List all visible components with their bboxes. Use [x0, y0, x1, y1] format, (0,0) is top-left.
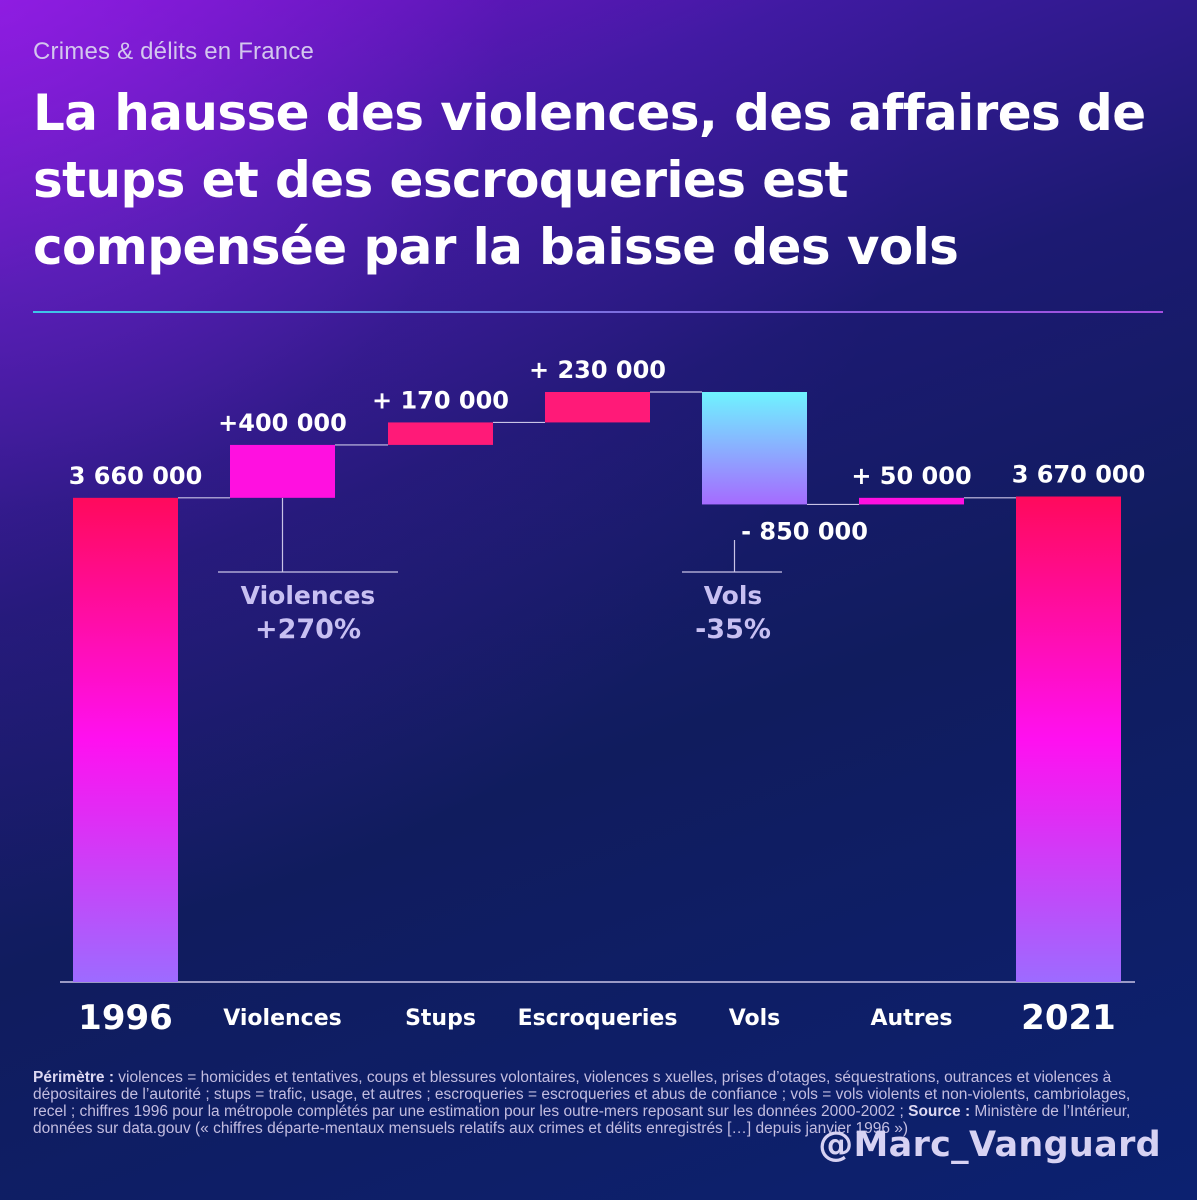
tick-label-2021: 2021: [1021, 998, 1116, 1038]
bar-stups: [388, 422, 493, 445]
tick-label-vols: Vols: [729, 1006, 781, 1031]
tick-label-escroqueries: Escroqueries: [518, 1006, 678, 1031]
value-label-violences: +400 000: [218, 409, 347, 437]
bar-2021: [1016, 496, 1121, 982]
bar-escroqueries: [545, 392, 650, 423]
bar-violences: [230, 444, 335, 498]
callout-change-vols: -35%: [695, 614, 771, 645]
callout-name-violences: Violences: [241, 581, 376, 610]
tick-label-stups: Stups: [405, 1006, 476, 1031]
tick-label-1996: 1996: [78, 998, 173, 1038]
footnote: Périmètre : violences = homicides et ten…: [33, 1069, 1168, 1137]
value-label-vols: - 850 000: [741, 517, 868, 545]
value-label-escroqueries: + 230 000: [529, 356, 666, 384]
chart-title: La hausse des violences, des affaires de…: [33, 84, 1146, 276]
footnote-perimetre-text: violences = homicides et tentatives, cou…: [33, 1069, 1131, 1120]
value-label-stups: + 170 000: [372, 386, 509, 414]
bar-autres: [859, 497, 964, 505]
callout-change-violences: +270%: [255, 614, 361, 645]
title-divider: [33, 311, 1163, 313]
tick-label-autres: Autres: [870, 1006, 952, 1031]
value-label-autres: + 50 000: [851, 462, 971, 490]
bar-1996: [73, 497, 178, 982]
value-label-2021: 3 670 000: [1012, 461, 1146, 489]
callout-name-vols: Vols: [704, 581, 763, 610]
footnote-perimetre-label: Périmètre :: [33, 1069, 114, 1086]
footnote-source-text: Ministère de l’Intérieur, données sur da…: [33, 1103, 1131, 1137]
bar-vols: [702, 392, 807, 505]
waterfall-chart: 3 660 000 1996 +400 000 Violences + 170 000 S…: [60, 356, 1146, 1038]
chart-subtitle: Crimes & délits en France: [33, 38, 315, 65]
value-label-1996: 3 660 000: [69, 462, 203, 490]
author-handle: @Marc_Vanguard: [818, 1125, 1161, 1165]
footnote-source-label: Source :: [908, 1103, 971, 1120]
tick-label-violences: Violences: [223, 1006, 341, 1031]
